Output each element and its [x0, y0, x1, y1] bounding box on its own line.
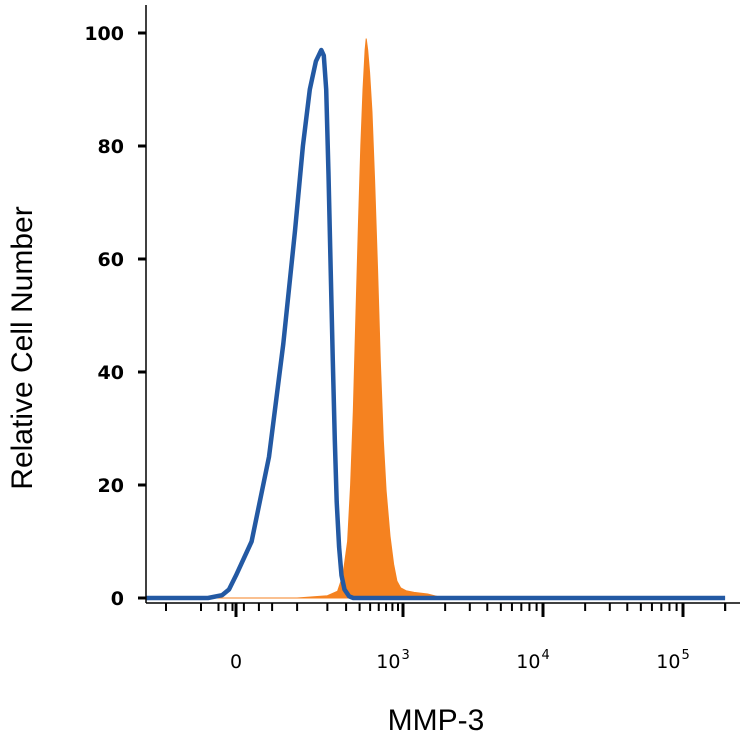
x-axis-title: MMP-3: [388, 704, 485, 737]
x-axis-ticks: [165, 603, 727, 617]
x-tick-label: 105: [656, 648, 689, 673]
y-tick-label: 80: [98, 136, 124, 158]
x-axis-tick-labels: 0 103 104 105: [230, 648, 690, 673]
x-tick-label: 103: [376, 648, 409, 673]
y-axis-ticks: 0 20 40 60 80 100: [84, 23, 146, 610]
y-tick-label: 60: [98, 249, 124, 271]
series-1-outline-histogram: [146, 47, 726, 601]
plot-area: [146, 5, 740, 603]
x-tick-label: 0: [230, 651, 242, 673]
y-axis-title: Relative Cell Number: [6, 206, 39, 489]
y-tick-label: 0: [111, 588, 124, 610]
y-tick-label: 100: [84, 23, 124, 45]
series-layer: [146, 38, 726, 601]
series-0-filled-histogram: [146, 38, 726, 599]
y-tick-label: 40: [98, 362, 124, 384]
x-tick-label: 104: [516, 648, 549, 673]
y-tick-label: 20: [98, 475, 124, 497]
